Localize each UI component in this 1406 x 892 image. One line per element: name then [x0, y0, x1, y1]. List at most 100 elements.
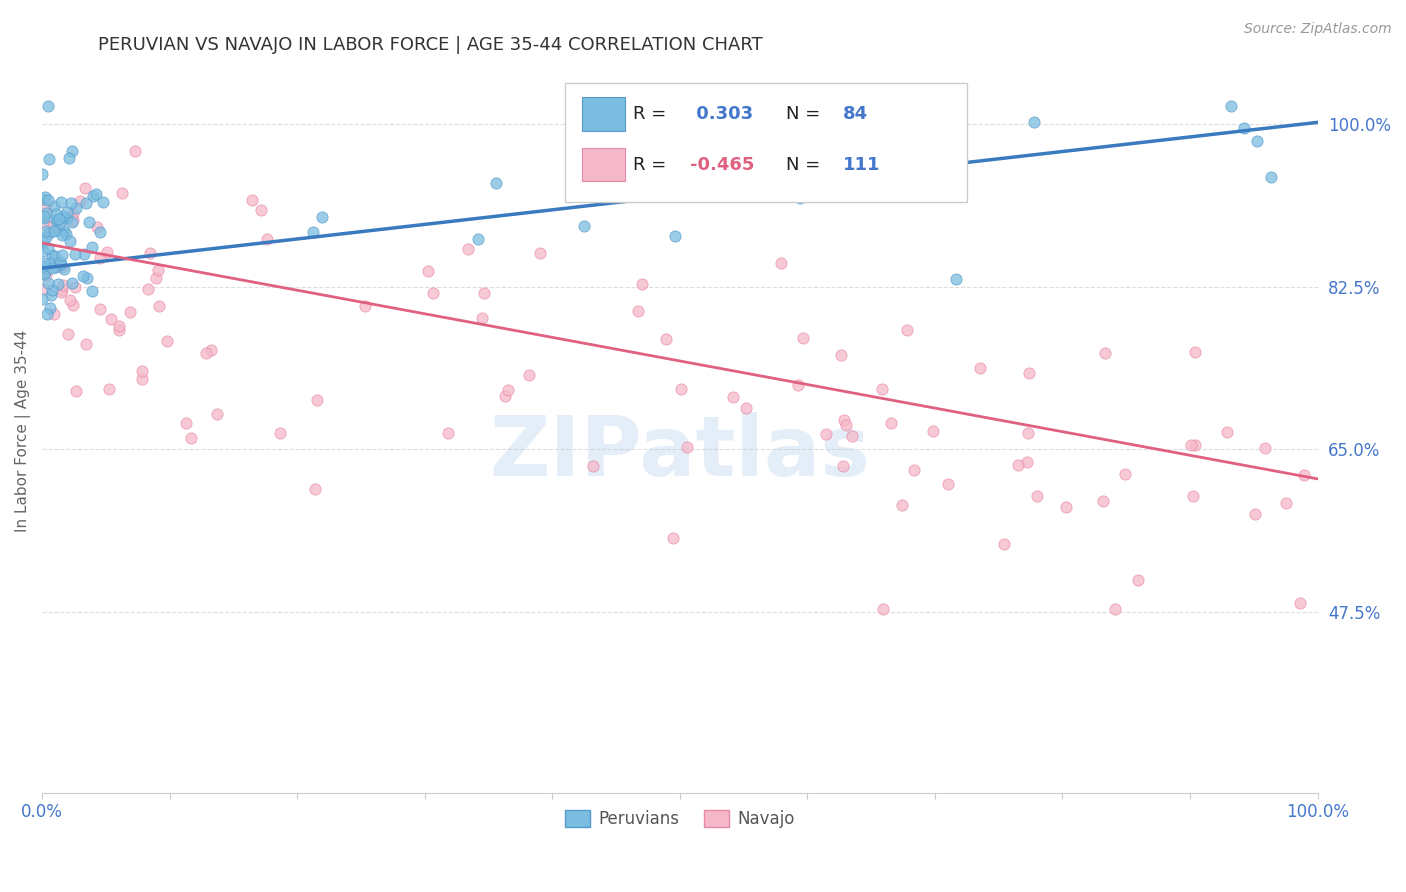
Point: [945, 271, 967, 285]
Point: [675, 441, 697, 455]
Point: [835, 418, 858, 433]
Point: [39, 287, 62, 301]
Point: [46, 277, 69, 292]
Point: [156, 334, 179, 348]
Point: [60, 214, 83, 228]
Point: [49, 255, 72, 269]
Point: [145, 270, 167, 285]
Point: [42, 224, 65, 238]
Point: [72, 268, 94, 283]
Point: [118, 305, 141, 319]
Point: [76, 270, 98, 285]
Point: [41, 219, 63, 233]
Point: [80, 285, 103, 299]
Point: [55, 227, 77, 242]
Point: [69, 194, 91, 208]
Point: [34, 218, 56, 232]
Point: [89, 301, 111, 316]
Point: [353, 299, 375, 313]
Point: [37, 277, 59, 291]
Text: R =: R =: [633, 156, 672, 174]
Point: [34, 281, 56, 295]
Point: [200, 343, 222, 357]
Point: [1054, 500, 1077, 514]
Point: [41, 260, 63, 275]
Point: [32, 192, 55, 206]
Point: [65, 201, 87, 215]
Point: [735, 401, 758, 416]
Point: [51, 283, 73, 297]
Point: [1126, 573, 1149, 587]
Point: [52, 209, 75, 223]
Point: [51, 228, 73, 243]
Point: [51, 285, 73, 300]
Point: [436, 425, 458, 440]
Point: [789, 191, 811, 205]
Point: [1182, 489, 1205, 503]
Point: [240, 193, 263, 207]
Text: R =: R =: [633, 105, 672, 123]
Point: [922, 424, 945, 438]
Point: [1243, 507, 1265, 521]
Point: [830, 348, 852, 362]
Text: N =: N =: [786, 156, 825, 174]
Point: [1184, 438, 1206, 452]
Point: [969, 360, 991, 375]
Point: [471, 310, 494, 325]
Point: [82, 188, 104, 202]
Text: Source: ZipAtlas.com: Source: ZipAtlas.com: [1244, 22, 1392, 37]
Point: [58, 151, 80, 165]
Point: [418, 264, 440, 278]
Point: [302, 225, 325, 239]
Point: [100, 311, 122, 326]
Point: [304, 482, 326, 496]
Point: [45, 211, 67, 226]
Point: [787, 378, 810, 392]
FancyBboxPatch shape: [582, 148, 626, 181]
Point: [42, 199, 65, 213]
Point: [1015, 455, 1038, 469]
Point: [111, 186, 134, 201]
Point: [1216, 425, 1239, 440]
Point: [457, 242, 479, 256]
Point: [108, 319, 131, 334]
Point: [305, 393, 328, 408]
Point: [721, 391, 744, 405]
Point: [1275, 496, 1298, 510]
Point: [77, 215, 100, 229]
Point: [32, 260, 55, 274]
Point: [56, 204, 79, 219]
Point: [108, 323, 131, 337]
Point: [45, 260, 67, 274]
Point: [96, 244, 118, 259]
Point: [529, 246, 551, 260]
Point: [32, 256, 55, 270]
Point: [32, 209, 55, 223]
Text: 111: 111: [844, 156, 880, 174]
Point: [35, 268, 58, 283]
Point: [42, 307, 65, 321]
Text: 0.303: 0.303: [690, 105, 754, 123]
FancyBboxPatch shape: [582, 97, 626, 131]
Point: [631, 277, 654, 291]
Point: [37, 307, 59, 321]
Point: [494, 389, 516, 403]
Point: [48, 212, 70, 227]
Point: [872, 601, 894, 615]
Point: [41, 283, 63, 297]
Point: [1233, 120, 1256, 135]
Text: 84: 84: [844, 105, 869, 123]
Y-axis label: In Labor Force | Age 35-44: In Labor Force | Age 35-44: [15, 329, 31, 532]
Point: [37, 98, 59, 112]
Point: [75, 336, 97, 351]
Point: [51, 248, 73, 262]
Point: [1254, 441, 1277, 455]
Point: [53, 211, 76, 226]
Point: [44, 249, 66, 263]
Point: [498, 384, 520, 398]
Point: [51, 195, 73, 210]
Point: [139, 246, 162, 260]
Point: [1018, 366, 1040, 380]
Point: [60, 277, 83, 291]
Point: [58, 327, 80, 342]
